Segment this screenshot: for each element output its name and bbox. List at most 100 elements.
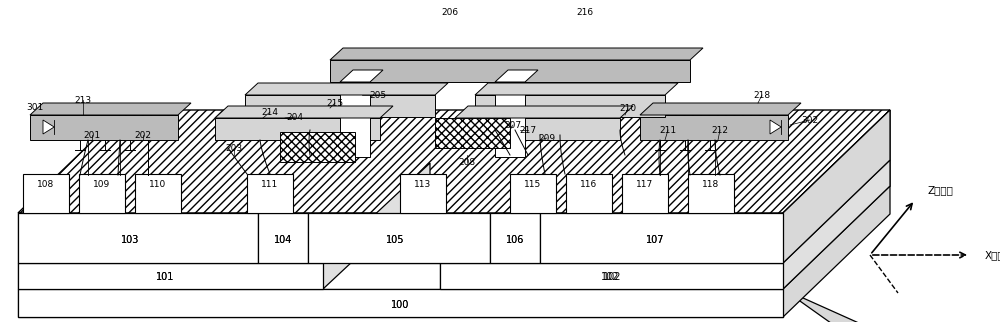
- Text: 116: 116: [580, 179, 598, 188]
- Bar: [540, 213, 783, 263]
- Bar: [540, 213, 783, 263]
- Text: 217: 217: [519, 126, 537, 135]
- Bar: [340, 82, 370, 157]
- Text: 206: 206: [441, 7, 459, 16]
- Text: 301: 301: [26, 102, 44, 111]
- Polygon shape: [783, 110, 890, 263]
- Bar: [18, 263, 323, 289]
- Bar: [435, 118, 510, 148]
- Polygon shape: [455, 106, 633, 118]
- Bar: [247, 174, 293, 213]
- Bar: [23, 174, 69, 213]
- Polygon shape: [495, 70, 538, 82]
- Text: 201: 201: [83, 130, 101, 139]
- Polygon shape: [30, 103, 191, 115]
- Polygon shape: [340, 70, 383, 82]
- Bar: [510, 174, 556, 213]
- Text: 107: 107: [646, 235, 664, 245]
- Bar: [400, 174, 446, 213]
- Text: X（右）: X（右）: [985, 250, 1000, 260]
- Text: 211: 211: [659, 126, 677, 135]
- Text: 207: 207: [504, 120, 522, 129]
- Bar: [79, 174, 125, 213]
- Bar: [258, 213, 308, 263]
- Bar: [18, 289, 783, 317]
- Bar: [475, 95, 665, 117]
- Text: 302: 302: [801, 116, 819, 125]
- Text: Z（上）: Z（上）: [927, 185, 953, 195]
- Bar: [688, 174, 734, 213]
- Polygon shape: [783, 289, 890, 322]
- Text: 118: 118: [702, 179, 720, 188]
- Bar: [440, 263, 783, 289]
- Text: 104: 104: [274, 235, 292, 245]
- Text: 100: 100: [391, 300, 409, 310]
- Bar: [490, 213, 540, 263]
- Bar: [135, 174, 181, 213]
- Text: 113: 113: [414, 179, 432, 188]
- Text: 202: 202: [134, 130, 152, 139]
- Text: 109: 109: [93, 179, 111, 188]
- Bar: [280, 132, 355, 162]
- Text: 213: 213: [74, 96, 92, 105]
- Polygon shape: [18, 110, 890, 213]
- Text: 215: 215: [326, 99, 344, 108]
- Polygon shape: [640, 103, 801, 115]
- Text: 204: 204: [287, 112, 304, 121]
- Text: 102: 102: [603, 272, 621, 282]
- Text: 212: 212: [712, 126, 728, 135]
- Bar: [455, 118, 620, 140]
- Text: 110: 110: [149, 179, 167, 188]
- Polygon shape: [783, 160, 890, 289]
- Text: 102: 102: [601, 272, 619, 282]
- Bar: [490, 213, 540, 263]
- Polygon shape: [783, 110, 890, 289]
- Bar: [258, 213, 308, 263]
- Bar: [215, 118, 380, 140]
- Text: 209: 209: [538, 134, 556, 143]
- Text: 101: 101: [156, 272, 174, 282]
- Polygon shape: [330, 48, 703, 60]
- Text: 210: 210: [619, 103, 637, 112]
- Bar: [440, 263, 783, 289]
- Text: 106: 106: [506, 235, 524, 245]
- Polygon shape: [323, 163, 430, 289]
- Text: 117: 117: [636, 179, 654, 188]
- Text: 111: 111: [261, 179, 279, 188]
- Bar: [30, 115, 178, 140]
- Text: 106: 106: [506, 235, 524, 245]
- Bar: [495, 82, 525, 157]
- Polygon shape: [245, 83, 448, 95]
- Text: 205: 205: [369, 90, 387, 99]
- Text: 105: 105: [386, 235, 404, 245]
- Text: 208: 208: [458, 157, 476, 166]
- Polygon shape: [215, 106, 393, 118]
- Bar: [622, 174, 668, 213]
- Bar: [18, 263, 323, 289]
- Text: 104: 104: [274, 235, 292, 245]
- Text: 103: 103: [121, 235, 139, 245]
- Bar: [308, 213, 490, 263]
- Polygon shape: [770, 120, 781, 134]
- Bar: [330, 60, 690, 82]
- Bar: [18, 213, 258, 263]
- Bar: [566, 174, 612, 213]
- Text: 101: 101: [156, 272, 174, 282]
- Polygon shape: [43, 120, 54, 134]
- Bar: [18, 289, 783, 317]
- Text: 105: 105: [386, 235, 404, 245]
- Text: 100: 100: [391, 300, 409, 310]
- Bar: [640, 115, 788, 140]
- Text: 115: 115: [524, 179, 542, 188]
- Text: 103: 103: [121, 235, 139, 245]
- Text: 216: 216: [576, 7, 594, 16]
- Polygon shape: [475, 83, 678, 95]
- Text: 218: 218: [753, 90, 771, 99]
- Bar: [245, 95, 435, 117]
- Text: 108: 108: [37, 179, 55, 188]
- Polygon shape: [783, 186, 890, 317]
- Text: 214: 214: [262, 108, 278, 117]
- Bar: [18, 213, 258, 263]
- Bar: [308, 213, 490, 263]
- Text: 203: 203: [225, 144, 243, 153]
